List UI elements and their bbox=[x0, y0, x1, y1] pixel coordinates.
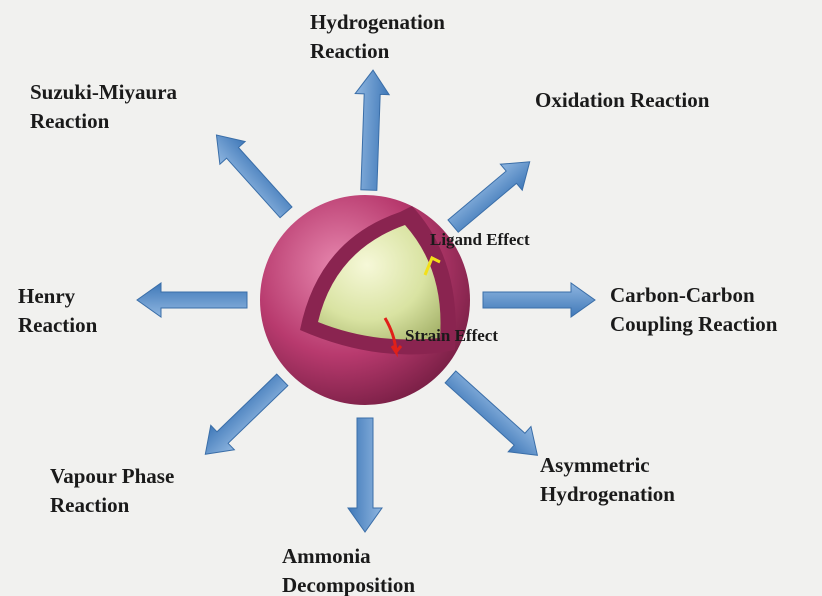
reaction-label: Vapour Phase bbox=[50, 464, 174, 488]
reaction-label: Decomposition bbox=[282, 573, 415, 596]
reaction-label: Henry bbox=[18, 284, 76, 308]
reaction-label: Hydrogenation bbox=[310, 10, 445, 34]
reaction-label: Hydrogenation bbox=[540, 482, 675, 506]
reaction-label: Reaction bbox=[50, 493, 130, 517]
diagram: Ligand Effect Strain Effect Hydrogenatio… bbox=[0, 0, 822, 596]
reaction-label: Suzuki-Miyaura bbox=[30, 80, 178, 104]
reaction-label: Coupling Reaction bbox=[610, 312, 778, 336]
reaction-label: Reaction bbox=[18, 313, 98, 337]
effect-label: Strain Effect bbox=[405, 326, 498, 345]
effect-label: Ligand Effect bbox=[430, 230, 530, 249]
reaction-label: Reaction bbox=[30, 109, 110, 133]
reaction-label: Reaction bbox=[310, 39, 390, 63]
reaction-label: Oxidation Reaction bbox=[535, 88, 710, 112]
reaction-label: Asymmetric bbox=[540, 453, 650, 477]
nanoparticle bbox=[260, 195, 470, 405]
reaction-label: Carbon-Carbon bbox=[610, 283, 755, 307]
reaction-label: Ammonia bbox=[282, 544, 371, 568]
